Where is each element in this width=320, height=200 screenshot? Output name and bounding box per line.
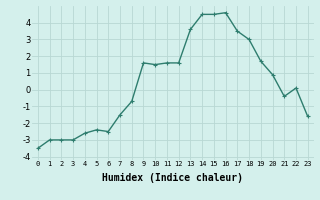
X-axis label: Humidex (Indice chaleur): Humidex (Indice chaleur) xyxy=(102,173,243,183)
